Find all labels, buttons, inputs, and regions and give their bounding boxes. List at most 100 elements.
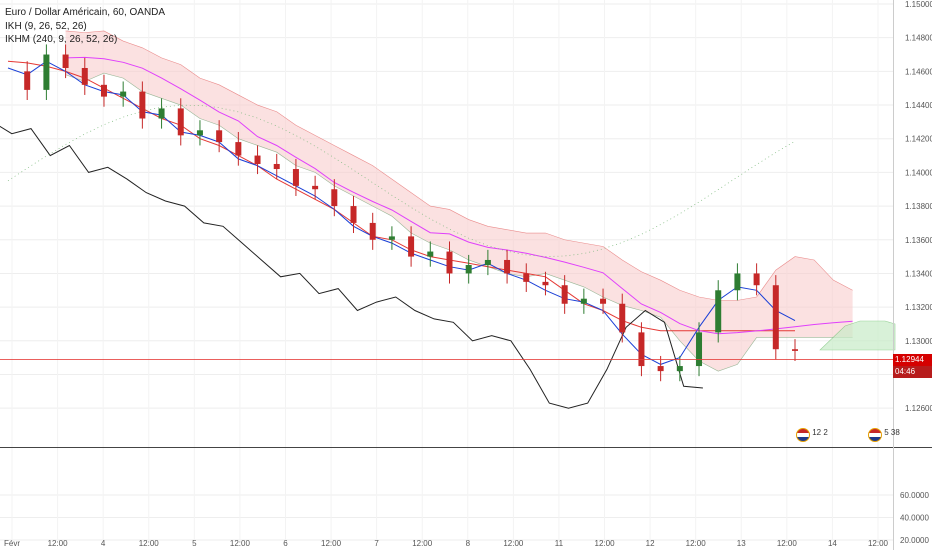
candle-down [81, 67, 88, 85]
oscillator-tick-label: 20.0000 [900, 536, 929, 545]
event-badge-1[interactable]: 12 2 [796, 428, 828, 446]
time-tick-label: 12:00 [321, 539, 342, 548]
ikhm-kijun-line [65, 56, 853, 335]
candle-up [120, 91, 127, 97]
price-tick-label: 1.15000 [905, 0, 932, 9]
price-tick-label: 1.14400 [905, 101, 932, 110]
candle-up [715, 290, 722, 333]
candle-down [139, 91, 146, 119]
candle-down [772, 285, 779, 350]
candle-down [408, 236, 415, 257]
candle-down [24, 71, 31, 90]
candle-down [177, 108, 184, 136]
kumo-bull-area [819, 320, 896, 351]
event-suffix-2: 38 [890, 428, 900, 437]
price-tick-label: 1.14600 [905, 67, 932, 76]
time-tick-label: 12 [646, 539, 655, 548]
candle-down [600, 298, 607, 304]
time-tick-label: 11 [555, 539, 564, 548]
candle-down [216, 130, 223, 143]
time-tick-label: 5 [192, 539, 197, 548]
legend-ikhm[interactable]: IKHM (240, 9, 26, 52, 26) [5, 34, 118, 45]
time-tick-label: 14 [828, 539, 837, 548]
eu-flag-icon [796, 428, 810, 442]
ikhm-senkou-dotted [7, 104, 796, 257]
indicator-lines [0, 56, 853, 409]
price-tick-label: 1.13800 [905, 202, 932, 211]
candle-down [753, 273, 760, 286]
event-suffix-1: 2 [823, 428, 828, 437]
time-tick-label: 12:00 [412, 539, 433, 548]
candle-up [484, 259, 491, 266]
kijun-line [7, 60, 795, 332]
candle-up [676, 366, 683, 372]
time-tick-label: 6 [283, 539, 288, 548]
time-axis: Févr 12:00 4 12:00 5 12:00 6 12:00 7 12:00 8 12:00 1… [4, 539, 889, 548]
oscillator-tick-label: 60.0000 [900, 491, 929, 500]
chikou-line [0, 125, 703, 409]
candle-down [62, 54, 69, 68]
candle-up [580, 298, 587, 304]
price-tick-label: 1.14800 [905, 34, 932, 43]
time-tick-label: 12:00 [230, 539, 251, 548]
event-badge-2[interactable]: 5 38 [868, 428, 900, 446]
legend-title: Euro / Dollar Américain, 60, OANDA [5, 7, 166, 18]
time-tick-label: 12:00 [503, 539, 524, 548]
price-tick-label: 1.14200 [905, 135, 932, 144]
ichimoku-cloud [65, 30, 896, 372]
price-tick-label: 1.14000 [905, 168, 932, 177]
candle-down [542, 281, 549, 286]
event-count-2: 5 [884, 428, 889, 437]
price-tick-label: 1.13400 [905, 269, 932, 278]
candle-down [657, 366, 664, 372]
candle-down [235, 142, 242, 156]
last-price-tag: 1.12944 [893, 354, 932, 366]
candle-up [388, 236, 395, 240]
time-tick-label: 7 [374, 539, 379, 548]
time-tick-label: 12:00 [686, 539, 707, 548]
oscillator-axis: 60.0000 40.0000 20.0000 [900, 491, 929, 545]
time-tick-label: 12:00 [868, 539, 889, 548]
candle-up [465, 265, 472, 274]
candle-up [734, 273, 741, 291]
kumo-bear-area [65, 30, 853, 372]
grid [0, 0, 893, 541]
candle-down [292, 169, 299, 186]
price-tick-label: 1.12600 [905, 404, 932, 413]
legend-ikh[interactable]: IKH (9, 26, 52, 26) [5, 21, 87, 32]
candle-down [561, 285, 568, 304]
senkou-a-line [65, 30, 853, 301]
price-tick-label: 1.13200 [905, 303, 932, 312]
candle-down [312, 185, 319, 190]
time-tick-label: 12:00 [139, 539, 160, 548]
countdown-tag: 04:46 [893, 366, 932, 378]
candle-up [696, 332, 703, 367]
time-tick-label: 13 [737, 539, 746, 548]
candle-down [331, 189, 338, 207]
candle-down [254, 155, 261, 164]
candle-up [427, 251, 434, 257]
time-tick-label: 8 [466, 539, 471, 548]
time-tick-label: 12:00 [48, 539, 69, 548]
candle-down [504, 259, 511, 274]
event-count-1: 12 [812, 428, 822, 437]
candle-up [158, 108, 165, 119]
time-tick-label: 12:00 [777, 539, 798, 548]
candle-down [523, 273, 530, 282]
candle-down [369, 222, 376, 240]
time-tick-label: 12:00 [595, 539, 616, 548]
time-tick-label: Févr [4, 539, 20, 548]
candle-down [446, 251, 453, 274]
price-tick-label: 1.13000 [905, 337, 932, 346]
candle-up [43, 54, 50, 90]
oscillator-tick-label: 40.0000 [900, 514, 929, 523]
price-tick-label: 1.13600 [905, 236, 932, 245]
us-flag-icon [868, 428, 882, 442]
candle-down [792, 349, 798, 351]
senkou-b-line [65, 72, 853, 372]
candle-down [638, 332, 645, 367]
candle-down [619, 303, 626, 333]
candle-down [350, 206, 357, 223]
tenkan-line [7, 60, 796, 365]
